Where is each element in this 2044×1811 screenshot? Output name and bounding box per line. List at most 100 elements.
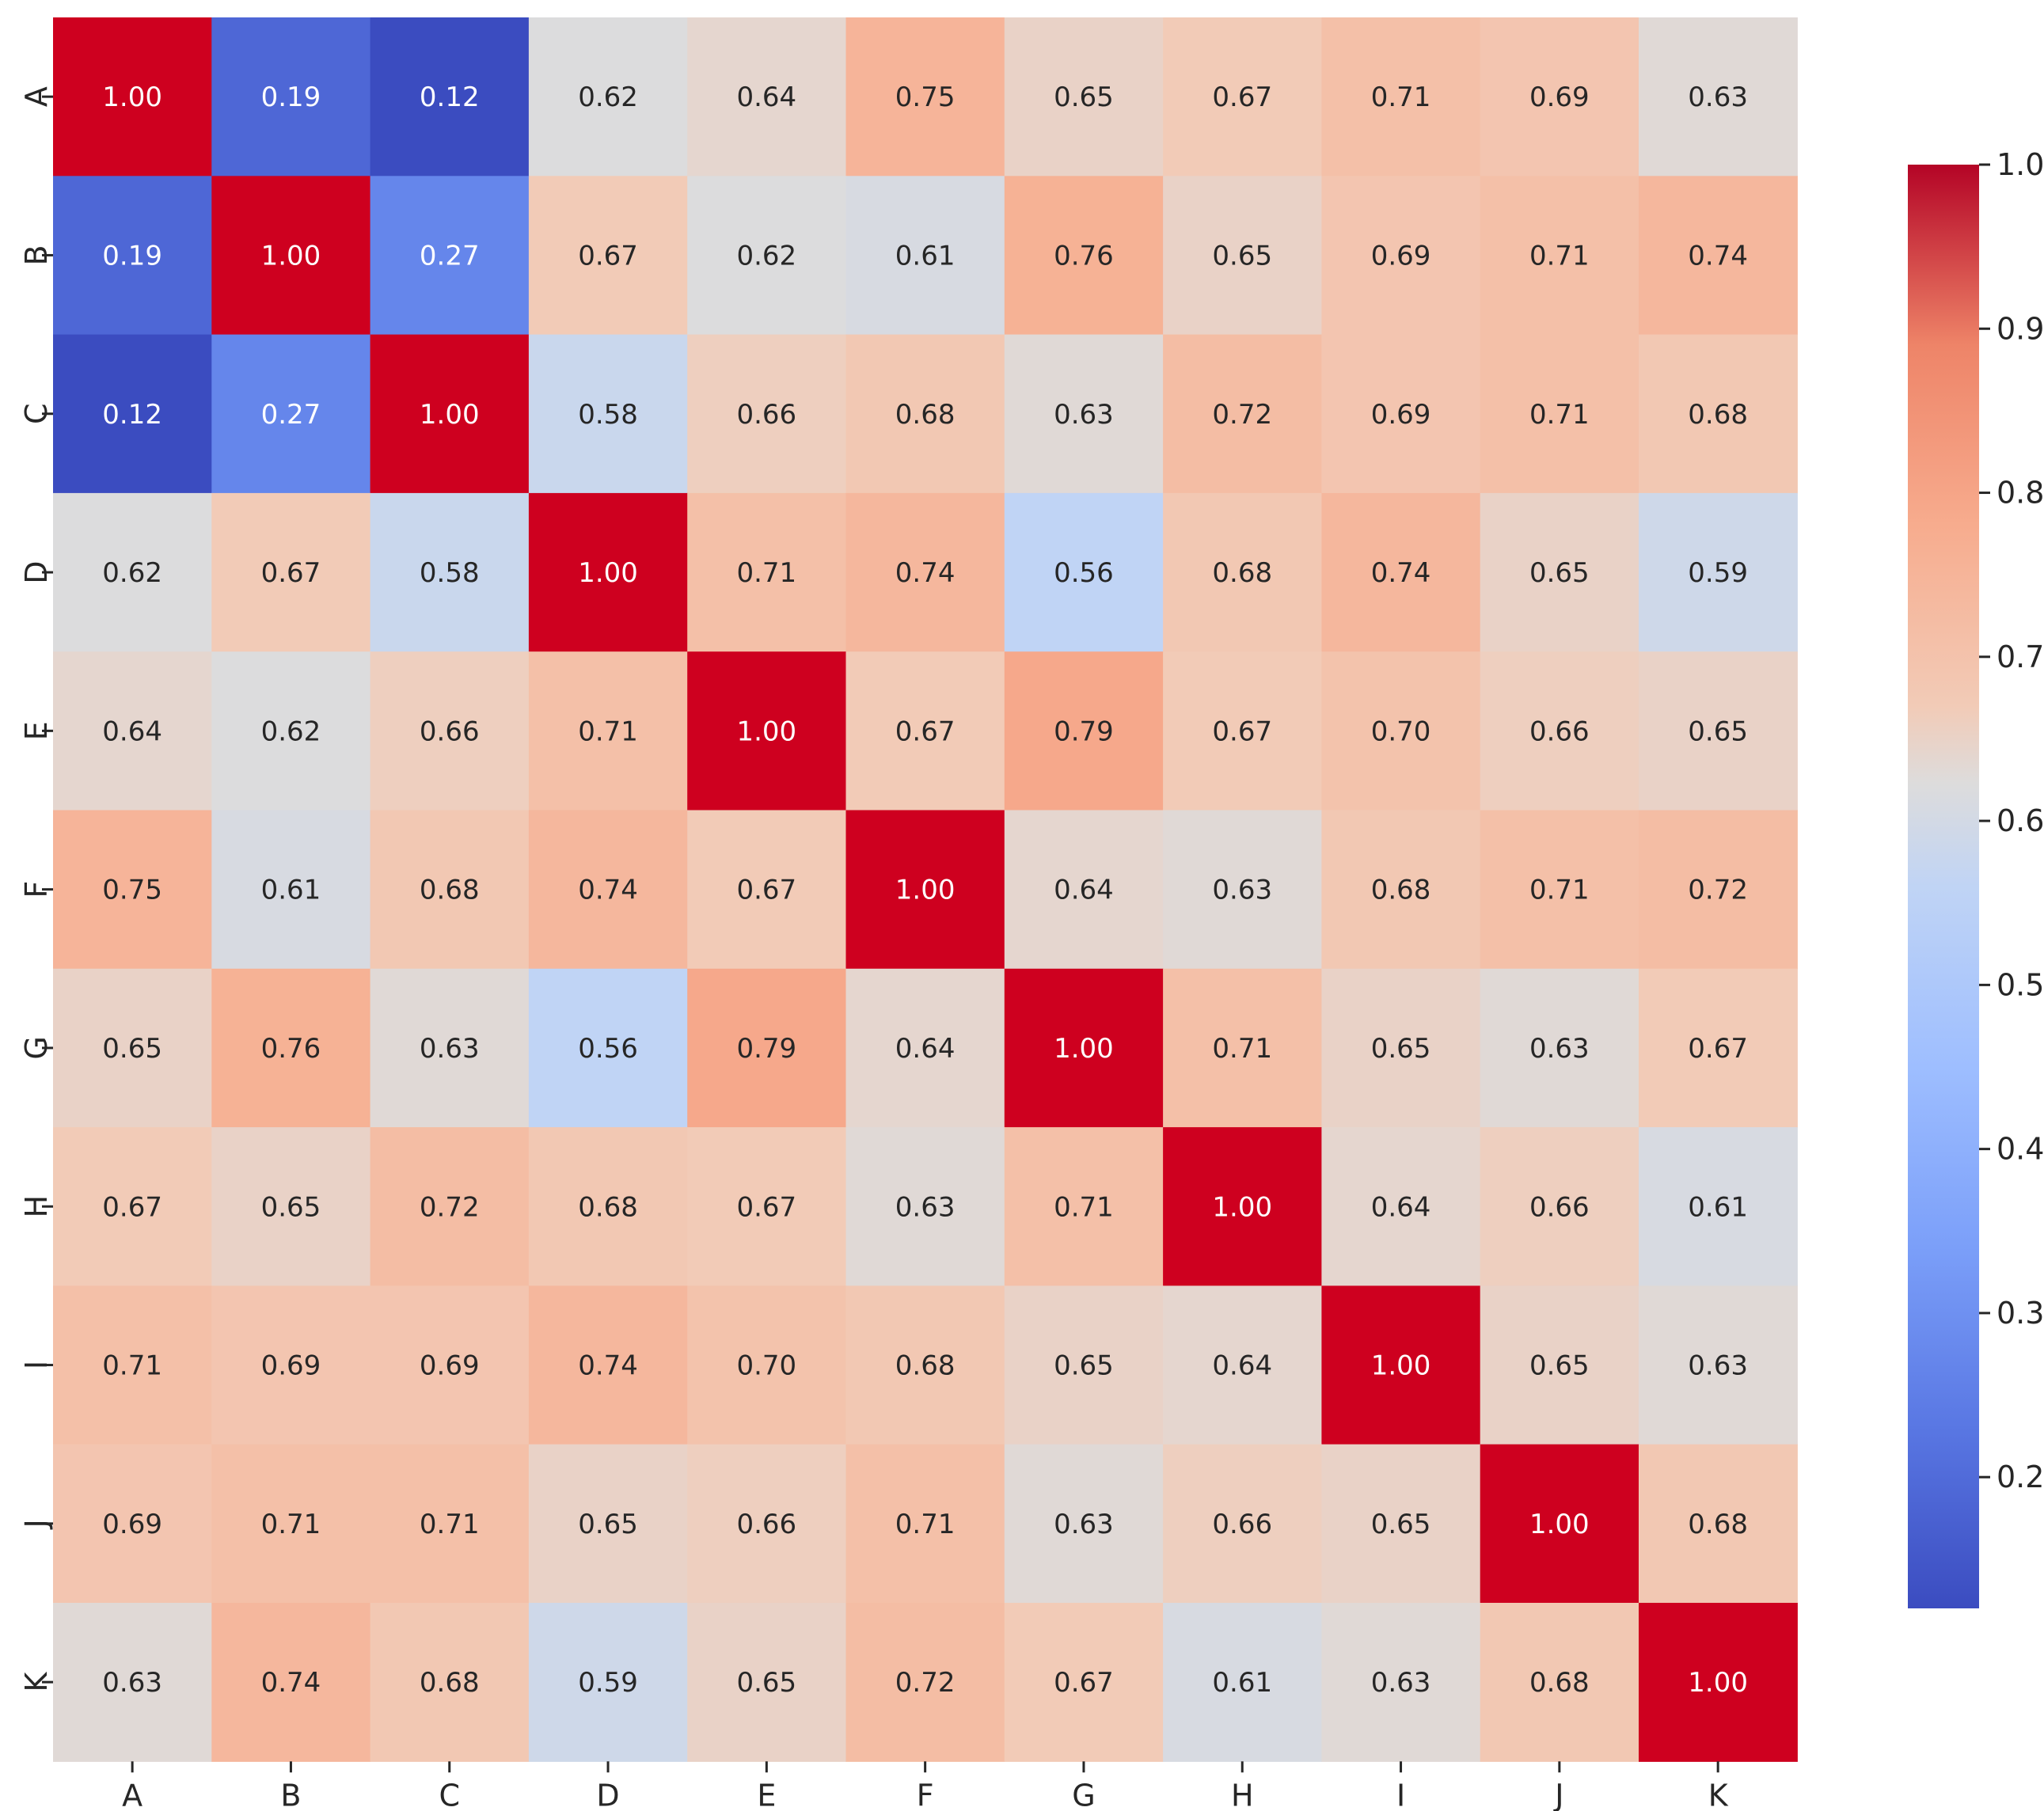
heatmap-cell <box>687 492 847 652</box>
cell-value-label: 0.67 <box>1688 1033 1748 1065</box>
cell-value-label: 0.67 <box>736 875 796 906</box>
y-tick-label: B <box>19 245 54 265</box>
cell-value-label: 0.65 <box>1371 1033 1431 1065</box>
cell-value-label: 1.00 <box>1054 1033 1114 1065</box>
heatmap-cell <box>528 1285 688 1445</box>
heatmap-cell <box>1004 334 1164 494</box>
cell-value-label: 0.74 <box>261 1667 321 1699</box>
cell-value-label: 0.68 <box>1371 875 1431 906</box>
cell-value-label: 1.00 <box>1212 1191 1272 1223</box>
cell-value-label: 0.71 <box>1212 1033 1272 1065</box>
heatmap-cell <box>1163 17 1322 177</box>
cell-value-label: 0.66 <box>1212 1509 1272 1540</box>
cell-value-label: 0.63 <box>102 1667 162 1699</box>
y-tick-label: F <box>19 881 54 898</box>
heatmap-cell <box>211 1285 371 1445</box>
heatmap-cell <box>370 968 530 1128</box>
cell-value-label: 0.71 <box>102 1350 162 1382</box>
heatmap-cell <box>1480 176 1639 336</box>
heatmap-cell <box>1321 651 1481 811</box>
x-tick-label: D <box>596 1778 619 1811</box>
heatmap-cell <box>687 1127 847 1286</box>
heatmap-cell <box>1321 1603 1481 1762</box>
heatmap-cell <box>1480 651 1639 811</box>
heatmap-cell <box>1321 334 1481 494</box>
heatmap-cell <box>370 651 530 811</box>
heatmap-cell <box>53 17 212 177</box>
cell-value-label: 0.62 <box>102 557 162 589</box>
heatmap-cell <box>211 651 371 811</box>
heatmap-cell <box>1163 968 1322 1128</box>
cell-value-label: 0.76 <box>261 1033 321 1065</box>
cell-value-label: 0.63 <box>420 1033 480 1065</box>
x-tick-label: A <box>122 1778 142 1811</box>
heatmap-cell <box>687 1603 847 1762</box>
heatmap-cell <box>1480 968 1639 1128</box>
heatmap-cell <box>211 810 371 970</box>
heatmap-cell <box>845 492 1005 652</box>
heatmap-cell <box>1004 1444 1164 1604</box>
cell-value-label: 0.63 <box>1688 1350 1748 1382</box>
cell-value-label: 0.65 <box>1212 240 1272 271</box>
cell-value-label: 0.62 <box>736 240 796 271</box>
heatmap-cell <box>1163 176 1322 336</box>
cell-value-label: 0.71 <box>1529 875 1590 906</box>
heatmap-cell <box>53 176 212 336</box>
cell-value-label: 0.67 <box>102 1191 162 1223</box>
heatmap-cell <box>211 1127 371 1286</box>
heatmap-cell <box>370 1603 530 1762</box>
y-tick-label: D <box>19 560 54 583</box>
heatmap-cell <box>1004 1127 1164 1286</box>
cell-value-label: 0.61 <box>895 240 956 271</box>
cell-value-label: 0.63 <box>1054 399 1114 431</box>
heatmap-cell <box>845 176 1005 336</box>
heatmap-cell <box>528 176 688 336</box>
y-tick-label: C <box>19 403 54 424</box>
heatmap-cell <box>528 968 688 1128</box>
heatmap-cell <box>1321 176 1481 336</box>
heatmap-cell <box>1004 1285 1164 1445</box>
cell-value-label: 0.74 <box>895 557 956 589</box>
heatmap-cell <box>211 176 371 336</box>
heatmap-cell <box>1639 1285 1798 1445</box>
cell-value-label: 0.75 <box>895 82 956 113</box>
heatmap-cell <box>845 968 1005 1128</box>
heatmap-cell <box>370 176 530 336</box>
heatmap-cell <box>211 1444 371 1604</box>
colorbar-tick-label: 0.8 <box>1997 476 2044 511</box>
cell-value-label: 0.65 <box>102 1033 162 1065</box>
cell-value-label: 0.58 <box>420 557 480 589</box>
cell-value-label: 0.76 <box>1054 240 1114 271</box>
cell-value-label: 0.65 <box>1529 557 1590 589</box>
heatmap-cell <box>687 651 847 811</box>
heatmap-cell <box>53 492 212 652</box>
cell-value-label: 1.00 <box>1529 1509 1590 1540</box>
cell-value-label: 0.70 <box>736 1350 796 1382</box>
cell-value-label: 0.72 <box>1688 875 1748 906</box>
x-tick-label: B <box>280 1778 301 1811</box>
y-tick-label: K <box>19 1672 54 1692</box>
cell-value-label: 0.59 <box>1688 557 1748 589</box>
cell-value-label: 0.74 <box>578 1350 638 1382</box>
heatmap-cell <box>687 810 847 970</box>
heatmap-cells <box>53 17 1798 1762</box>
heatmap-cell <box>1480 1285 1639 1445</box>
heatmap-cell <box>687 17 847 177</box>
cell-value-label: 0.69 <box>1371 399 1431 431</box>
cell-value-label: 0.64 <box>1212 1350 1272 1382</box>
cell-value-label: 0.65 <box>736 1667 796 1699</box>
heatmap-cell <box>1639 651 1798 811</box>
cell-value-label: 0.64 <box>1054 875 1114 906</box>
cell-value-label: 0.75 <box>102 875 162 906</box>
heatmap-cell <box>1480 1444 1639 1604</box>
cell-value-label: 0.66 <box>1529 1191 1590 1223</box>
cell-value-label: 0.71 <box>1371 82 1431 113</box>
heatmap-cell <box>370 810 530 970</box>
heatmap-cell <box>1639 17 1798 177</box>
cell-value-label: 0.64 <box>1371 1191 1431 1223</box>
cell-value-label: 0.68 <box>420 1667 480 1699</box>
cell-value-label: 0.69 <box>261 1350 321 1382</box>
colorbar-tick-label: 0.2 <box>1997 1460 2044 1494</box>
heatmap-cell <box>370 334 530 494</box>
cell-value-label: 0.72 <box>895 1667 956 1699</box>
